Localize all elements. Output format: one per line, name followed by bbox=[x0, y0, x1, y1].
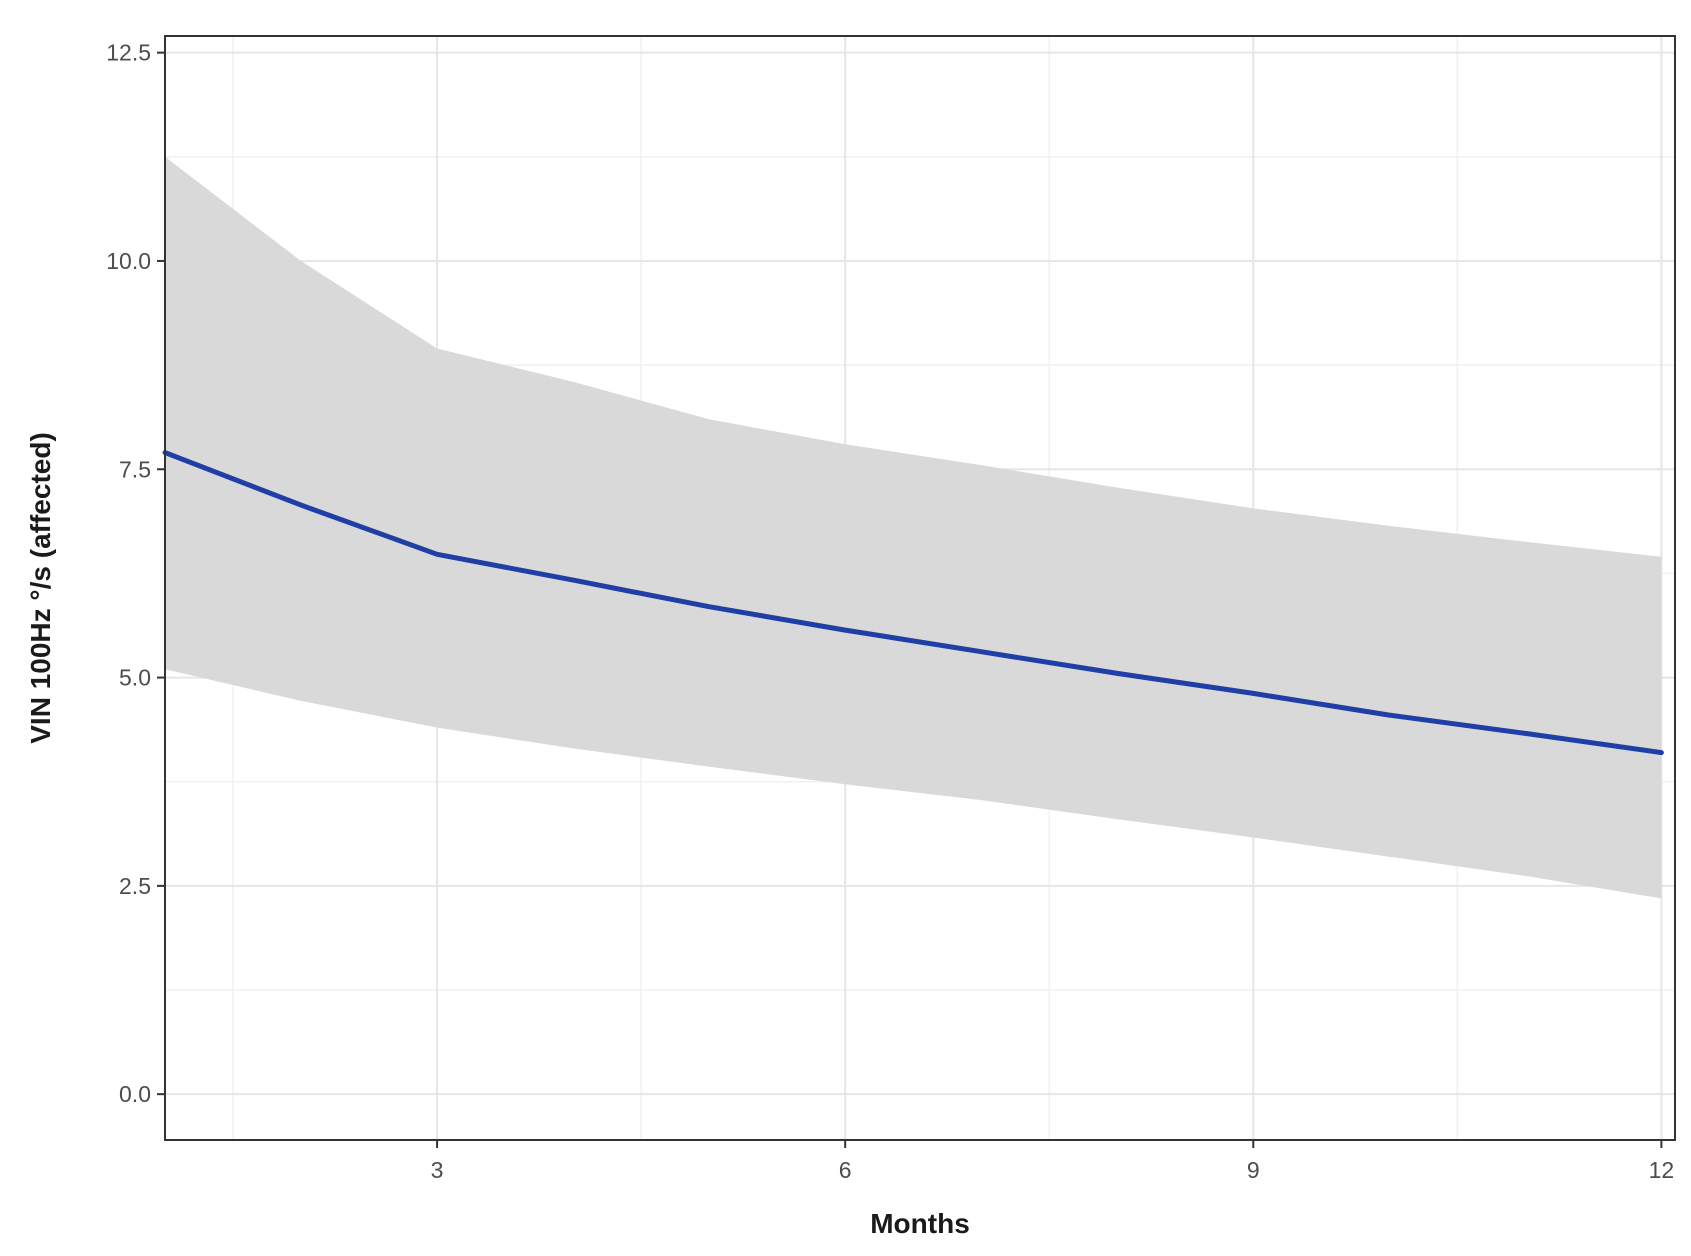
x-tick-label: 9 bbox=[1247, 1157, 1260, 1183]
series-line bbox=[162, 450, 1664, 756]
plot-border bbox=[164, 35, 1676, 1141]
y-tick-label: 5.0 bbox=[119, 665, 151, 691]
y-tick-label: 0.0 bbox=[119, 1081, 151, 1107]
y-tick-label: 10.0 bbox=[106, 248, 151, 274]
x-axis-title: Months bbox=[870, 1208, 970, 1239]
y-axis-title: VIN 100Hz °/s (affected) bbox=[25, 432, 56, 744]
y-axis: 0.0 2.5 5.0 7.5 10.0 12.5 bbox=[106, 40, 165, 1107]
x-axis: 3 6 9 12 bbox=[431, 1140, 1675, 1183]
x-tick-label: 3 bbox=[431, 1157, 444, 1183]
y-tick-label: 12.5 bbox=[106, 40, 151, 66]
confidence-band bbox=[165, 156, 1662, 899]
x-tick-label: 12 bbox=[1649, 1157, 1675, 1183]
x-tick-label: 6 bbox=[839, 1157, 852, 1183]
y-tick-label: 7.5 bbox=[119, 456, 151, 482]
y-tick-label: 2.5 bbox=[119, 873, 151, 899]
